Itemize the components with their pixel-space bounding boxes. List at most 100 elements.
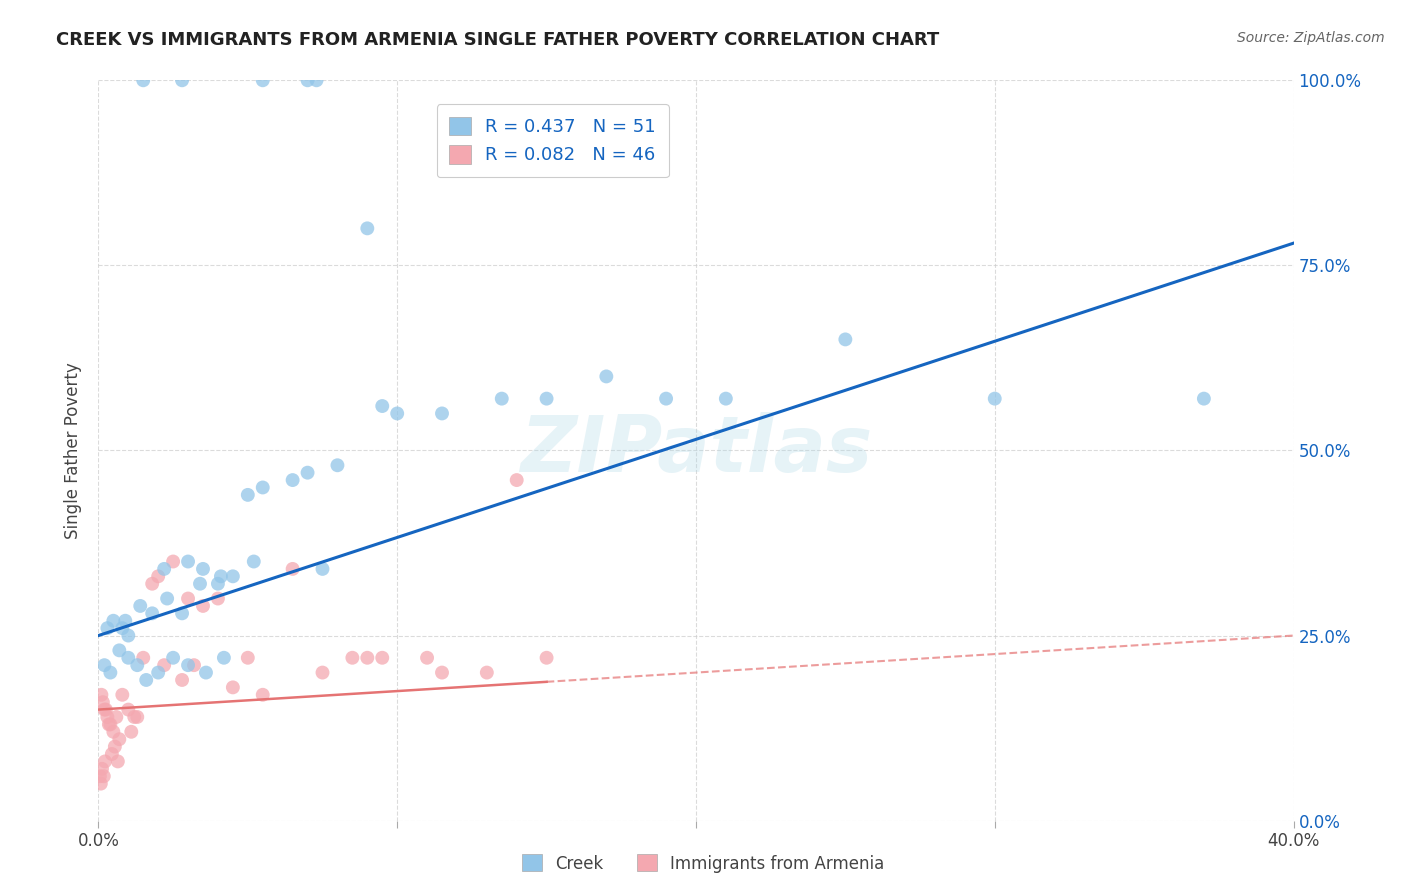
Point — [89, 769, 111, 783]
Point — [326, 458, 349, 473]
Point — [156, 591, 179, 606]
Text: Source: ZipAtlas.com: Source: ZipAtlas.com — [1237, 31, 1385, 45]
Point — [188, 576, 211, 591]
Point — [172, 607, 194, 621]
Point — [236, 488, 259, 502]
Point — [111, 621, 134, 635]
Point — [93, 703, 115, 717]
Point — [536, 392, 558, 406]
Point — [90, 688, 112, 702]
Legend: R = 0.437   N = 51, R = 0.082   N = 46: R = 0.437 N = 51, R = 0.082 N = 46 — [436, 104, 669, 178]
Point — [148, 569, 170, 583]
Point — [222, 681, 245, 695]
Point — [101, 747, 124, 761]
Point — [141, 607, 163, 621]
Point — [141, 576, 163, 591]
Point — [281, 473, 304, 487]
Point — [311, 665, 333, 680]
Point — [172, 73, 194, 87]
Point — [135, 673, 157, 687]
Point — [371, 399, 394, 413]
Point — [536, 650, 558, 665]
Point — [297, 73, 319, 87]
Y-axis label: Single Father Poverty: Single Father Poverty — [65, 362, 83, 539]
Point — [124, 710, 146, 724]
Point — [714, 392, 737, 406]
Point — [132, 73, 155, 87]
Point — [491, 392, 513, 406]
Point — [342, 650, 364, 665]
Point — [153, 562, 176, 576]
Text: CREEK VS IMMIGRANTS FROM ARMENIA SINGLE FATHER POVERTY CORRELATION CHART: CREEK VS IMMIGRANTS FROM ARMENIA SINGLE … — [56, 31, 939, 49]
Point — [252, 481, 274, 495]
Point — [475, 665, 498, 680]
Point — [356, 221, 378, 235]
Point — [385, 407, 409, 421]
Point — [834, 333, 856, 347]
Point — [430, 665, 453, 680]
Point — [655, 392, 678, 406]
Point — [1192, 392, 1215, 406]
Point — [104, 739, 127, 754]
Point — [506, 473, 529, 487]
Point — [111, 688, 134, 702]
Point — [127, 710, 149, 724]
Point — [93, 658, 115, 673]
Point — [98, 717, 122, 731]
Point — [212, 650, 235, 665]
Point — [91, 695, 114, 709]
Point — [107, 755, 129, 769]
Point — [117, 650, 139, 665]
Text: ZIPatlas: ZIPatlas — [520, 412, 872, 489]
Point — [90, 776, 112, 791]
Point — [177, 591, 200, 606]
Point — [191, 599, 214, 613]
Point — [416, 650, 439, 665]
Point — [984, 392, 1007, 406]
Point — [105, 710, 128, 724]
Point — [108, 732, 131, 747]
Point — [207, 576, 229, 591]
Point — [98, 665, 122, 680]
Point — [103, 614, 125, 628]
Point — [297, 466, 319, 480]
Point — [94, 755, 117, 769]
Point — [236, 650, 259, 665]
Point — [96, 621, 118, 635]
Point — [162, 555, 184, 569]
Point — [93, 769, 115, 783]
Point — [305, 73, 328, 87]
Point — [114, 614, 136, 628]
Point — [120, 724, 142, 739]
Point — [127, 658, 149, 673]
Point — [183, 658, 205, 673]
Point — [94, 703, 117, 717]
Point — [117, 703, 139, 717]
Point — [117, 628, 139, 642]
Point — [97, 717, 120, 731]
Point — [243, 555, 266, 569]
Point — [172, 673, 194, 687]
Point — [371, 650, 394, 665]
Point — [356, 650, 378, 665]
Point — [595, 369, 617, 384]
Point — [153, 658, 176, 673]
Point — [207, 591, 229, 606]
Legend: Creek, Immigrants from Armenia: Creek, Immigrants from Armenia — [515, 847, 891, 880]
Point — [222, 569, 245, 583]
Point — [209, 569, 232, 583]
Point — [252, 73, 274, 87]
Point — [177, 555, 200, 569]
Point — [129, 599, 152, 613]
Point — [430, 407, 453, 421]
Point — [96, 710, 118, 724]
Point — [132, 650, 155, 665]
Point — [252, 688, 274, 702]
Point — [91, 762, 114, 776]
Point — [281, 562, 304, 576]
Point — [311, 562, 333, 576]
Point — [177, 658, 200, 673]
Point — [191, 562, 214, 576]
Point — [148, 665, 170, 680]
Point — [103, 724, 125, 739]
